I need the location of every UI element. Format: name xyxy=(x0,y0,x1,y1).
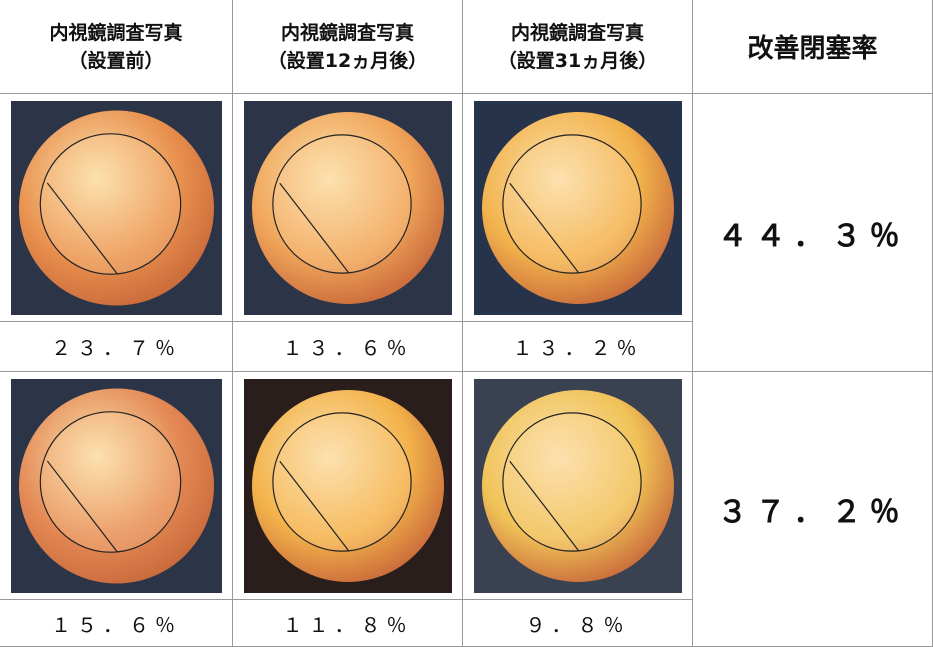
value-cell: １５．６％ xyxy=(0,600,233,647)
blockage-rate: １５．６％ xyxy=(51,612,181,637)
improvement-rate: ３７．２％ xyxy=(717,495,908,530)
header-cell: 内視鏡調査写真 （設置12ヵ月後） xyxy=(233,0,463,94)
header-line: （設置前） xyxy=(68,49,164,72)
pipe-outline xyxy=(502,134,642,274)
photo-cell xyxy=(463,94,693,322)
header-line: 内視鏡調査写真 xyxy=(280,21,414,44)
header-title: 改善閉塞率 xyxy=(747,34,878,64)
pipe-outline xyxy=(502,412,642,552)
improvement-rate: ４４．３％ xyxy=(717,218,908,254)
blockage-rate: １３．２％ xyxy=(512,336,643,360)
endoscope-photo xyxy=(474,101,682,315)
value-cell: １３．２％ xyxy=(463,322,693,372)
endoscope-photo xyxy=(244,101,452,315)
header-cell: 内視鏡調査写真 （設置前） xyxy=(0,0,233,94)
endoscope-photo xyxy=(244,379,452,593)
pipe-outline xyxy=(272,412,412,552)
deposit-outline xyxy=(509,460,580,552)
deposit-outline xyxy=(46,182,118,275)
photo-cell xyxy=(0,372,233,600)
pipe-outline xyxy=(272,134,412,274)
header-line: （設置12ヵ月後） xyxy=(267,49,428,72)
pipe-outline xyxy=(39,411,182,553)
deposit-outline xyxy=(509,182,580,274)
blockage-rate: ９．８％ xyxy=(525,612,630,637)
improvement-cell: ４４．３％ xyxy=(693,94,933,372)
header-cell: 内視鏡調査写真 （設置31ヵ月後） xyxy=(463,0,693,94)
value-cell: １３．６％ xyxy=(233,322,463,372)
blockage-rate: １３．６％ xyxy=(282,336,413,360)
endoscope-photo xyxy=(474,379,682,593)
endoscope-photo xyxy=(11,379,222,593)
header-cell: 改善閉塞率 xyxy=(693,0,933,94)
header-line: 内視鏡調査写真 xyxy=(49,21,183,44)
deposit-outline xyxy=(46,460,118,553)
endoscope-photo xyxy=(11,101,222,315)
pipe-outline xyxy=(39,133,182,275)
photo-cell xyxy=(463,372,693,600)
photo-cell xyxy=(233,372,463,600)
value-cell: ９．８％ xyxy=(463,600,693,647)
value-cell: ２３．７％ xyxy=(0,322,233,372)
deposit-outline xyxy=(279,460,350,552)
header-line: 内視鏡調査写真 xyxy=(510,21,644,44)
blockage-rate: ２３．７％ xyxy=(51,336,181,360)
blockage-rate: １１．８％ xyxy=(282,612,413,637)
value-cell: １１．８％ xyxy=(233,600,463,647)
deposit-outline xyxy=(279,182,350,274)
photo-cell xyxy=(233,94,463,322)
improvement-cell: ３７．２％ xyxy=(693,372,933,647)
header-line: （設置31ヵ月後） xyxy=(497,49,658,72)
photo-cell xyxy=(0,94,233,322)
